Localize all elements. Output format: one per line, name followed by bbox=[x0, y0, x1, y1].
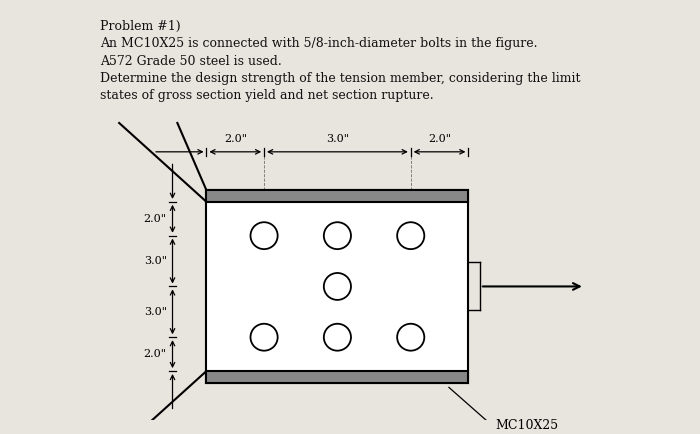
Circle shape bbox=[251, 324, 278, 351]
Text: 3.0": 3.0" bbox=[326, 134, 349, 144]
Text: 2.0": 2.0" bbox=[144, 214, 167, 224]
Circle shape bbox=[397, 324, 424, 351]
Text: MC10X25: MC10X25 bbox=[496, 419, 559, 432]
Circle shape bbox=[324, 273, 351, 300]
Circle shape bbox=[251, 222, 278, 249]
Circle shape bbox=[324, 222, 351, 249]
Bar bbox=[206, 190, 468, 383]
Text: 3.0": 3.0" bbox=[144, 307, 167, 317]
Text: Determine the design strength of the tension member, considering the limit: Determine the design strength of the ten… bbox=[100, 72, 580, 85]
Text: A572 Grade 50 steel is used.: A572 Grade 50 steel is used. bbox=[100, 55, 281, 68]
Bar bbox=[206, 190, 468, 202]
Circle shape bbox=[397, 222, 424, 249]
Text: 2.0": 2.0" bbox=[428, 134, 451, 144]
Bar bbox=[206, 190, 468, 383]
Circle shape bbox=[324, 324, 351, 351]
Text: An MC10X25 is connected with 5/8-inch-diameter bolts in the figure.: An MC10X25 is connected with 5/8-inch-di… bbox=[100, 37, 538, 50]
Text: 3.0": 3.0" bbox=[144, 256, 167, 266]
Text: Problem #1): Problem #1) bbox=[100, 20, 181, 33]
Text: states of gross section yield and net section rupture.: states of gross section yield and net se… bbox=[100, 89, 433, 102]
Text: 2.0": 2.0" bbox=[144, 349, 167, 359]
Text: 2.0": 2.0" bbox=[224, 134, 247, 144]
Bar bbox=[206, 371, 468, 383]
